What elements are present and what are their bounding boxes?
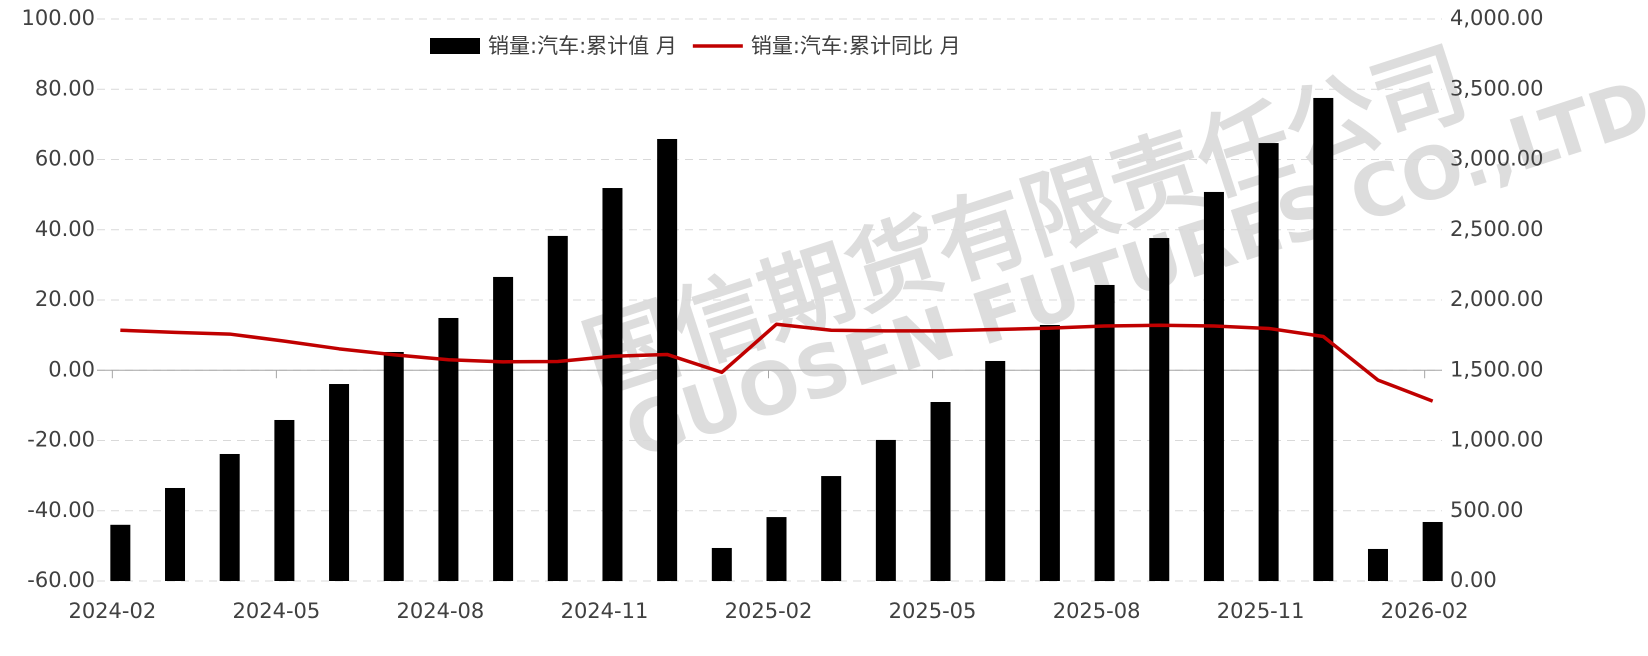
bar	[930, 402, 951, 581]
bar	[1367, 548, 1388, 581]
y2-tick-label: 3,000.00	[1450, 147, 1544, 171]
line	[120, 322, 1434, 403]
bar	[711, 547, 732, 581]
bar	[329, 384, 350, 581]
bar	[110, 524, 131, 581]
bar	[493, 276, 514, 581]
y-tick-label: 40.00	[35, 217, 95, 241]
legend-label: 销量:汽车:累计值 月	[488, 34, 677, 58]
y2-tick-label: 4,000.00	[1450, 6, 1544, 30]
bar	[1258, 143, 1279, 581]
y-tick-label: -20.00	[27, 428, 95, 452]
x-tick-label: 2024-02	[68, 599, 156, 623]
y2-tick-label: 2,500.00	[1450, 217, 1544, 241]
bar	[821, 476, 842, 581]
x-tick-label: 2024-08	[397, 599, 485, 623]
x-tick-label: 2024-05	[233, 599, 321, 623]
x-tick-label: 2024-11	[561, 599, 649, 623]
legend-label: 销量:汽车:累计同比 月	[751, 34, 961, 58]
bar	[766, 517, 787, 581]
x-tick-label: 2025-02	[725, 599, 813, 623]
y-tick-label: 80.00	[35, 76, 95, 100]
y2-tick-label: 1,500.00	[1450, 357, 1544, 381]
x-tick-label: 2025-08	[1053, 599, 1141, 623]
x-tick-label: 2025-05	[889, 599, 977, 623]
bar	[1039, 325, 1060, 581]
bar	[383, 351, 404, 581]
bar	[1203, 191, 1224, 581]
y-tick-label: 60.00	[35, 147, 95, 171]
y2-tick-label: 0.00	[1450, 568, 1497, 592]
bar	[438, 317, 459, 581]
y2-tick-label: 500.00	[1450, 498, 1523, 522]
y2-tick-label: 1,000.00	[1450, 428, 1544, 452]
bar	[219, 453, 240, 581]
y-tick-label: -40.00	[27, 498, 95, 522]
bar	[165, 487, 186, 581]
bar	[602, 188, 623, 582]
y-tick-label: 20.00	[35, 287, 95, 311]
x-tick-label: 2025-11	[1217, 599, 1305, 623]
y2-tick-label: 3,500.00	[1450, 76, 1544, 100]
bar	[547, 235, 568, 581]
bar	[657, 138, 678, 581]
bar	[875, 439, 896, 581]
bar	[274, 419, 295, 581]
bar	[985, 360, 1006, 581]
y-tick-label: 100.00	[22, 6, 95, 30]
x-tick-label: 2026-02	[1381, 599, 1469, 623]
bar	[1313, 97, 1334, 581]
bar	[1149, 238, 1170, 582]
bar	[1422, 521, 1443, 581]
legend-swatch	[430, 38, 480, 54]
y-tick-label: 0.00	[48, 357, 95, 381]
y2-tick-label: 2,000.00	[1450, 287, 1544, 311]
bar	[1094, 284, 1115, 581]
y-tick-label: -60.00	[27, 568, 95, 592]
